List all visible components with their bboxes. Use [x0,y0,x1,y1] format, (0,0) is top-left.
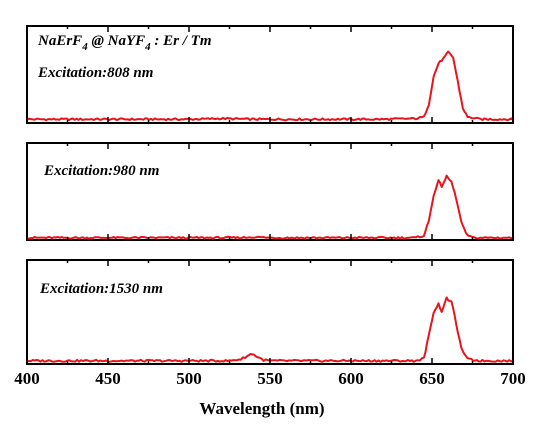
panel-frame-1530 [26,259,514,365]
spectrum-trace-980 [27,174,514,240]
spectrum-trace-1530 [26,296,514,363]
x-tick-label: 650 [419,369,445,388]
x-axis: 400 450 500 550 600 650 700 [14,26,526,388]
spectrum-trace-808 [26,50,514,122]
x-tick-label: 400 [14,369,40,388]
panel-label-808: Excitation:808 nm [37,65,153,81]
sample-label-sub-b: 4 [144,41,151,53]
x-tick-label: 550 [257,369,283,388]
x-tick-label: 500 [176,369,202,388]
panel-label-980: Excitation:980 nm [43,163,159,179]
sample-label-part-b: @ NaYF [88,33,145,49]
x-tick-label: 450 [95,369,121,388]
panel-label-1530: Excitation:1530 nm [39,281,163,297]
x-tick-label: 600 [338,369,364,388]
x-axis-title: Wavelength (nm) [199,399,324,418]
sample-label-part-c: : Er / Tm [151,33,212,49]
sample-label: NaErF4 @ NaYF4 : Er / Tm [37,33,212,53]
x-tick-label: 700 [500,369,526,388]
sample-label-part-a: NaErF [37,33,82,49]
panel-frame-980 [26,142,514,241]
sample-label-sub-a: 4 [81,41,88,53]
